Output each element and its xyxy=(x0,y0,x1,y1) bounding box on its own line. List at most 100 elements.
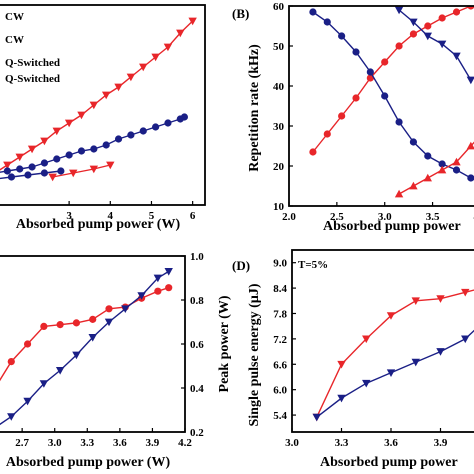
panel-D-ytick-label-4: 7.8 xyxy=(273,308,287,320)
panel-D-xtick-label-1: 3.3 xyxy=(335,437,349,449)
panel-A-series-0-point-16 xyxy=(188,17,197,26)
panel-B-series-1-point-3 xyxy=(352,48,360,56)
panel-C-series-1-point-9 xyxy=(137,292,146,300)
panel-D-series-1-point-3 xyxy=(386,369,396,377)
panel-D-ytick-label-2: 6.6 xyxy=(273,359,287,371)
panel-C-series-1-point-3 xyxy=(39,380,49,388)
panel-A-series-1-point-12 xyxy=(139,127,147,135)
panel-A-series-0-point-5 xyxy=(52,127,61,136)
panel-A-series-1-point-2 xyxy=(16,165,24,173)
panel-C-xtick-label-4: 3.9 xyxy=(146,437,160,449)
panel-D-xtick-label-0: 3.0 xyxy=(285,437,299,449)
panel-D-series-0-point-5 xyxy=(436,295,445,303)
panel-B-series-2-point-4 xyxy=(452,52,461,61)
panel-B-ytick-label-0: 10 xyxy=(273,201,285,213)
panel-D-series-0-line xyxy=(316,289,474,418)
panel-B-series-0-point-5 xyxy=(381,58,389,66)
panel-C-xtick-label-3: 3.6 xyxy=(113,437,127,449)
panel-A-series-1-point-5 xyxy=(53,155,61,163)
panel-C-series-1-point-5 xyxy=(72,351,81,360)
panel-B-series-1-point-9 xyxy=(438,160,446,168)
panel-B-xtick-label-3: 3.5 xyxy=(426,211,440,223)
panel-C-xtick-label-5: 4.2 xyxy=(178,437,192,449)
panel-C-series-1-point-11 xyxy=(164,268,173,276)
panel-A-series-1-point-11 xyxy=(127,131,135,139)
panel-C-xtick-label-1: 3.0 xyxy=(48,437,62,449)
panel-A-series-3-point-3 xyxy=(40,169,49,177)
panel-C-series-0-point-7 xyxy=(105,305,113,313)
panel-D-plot-area xyxy=(312,288,474,422)
panel-B-series-0-point-0 xyxy=(309,148,317,156)
panel-B-series-3-point-1 xyxy=(409,181,418,190)
panel-A-series-1-point-14 xyxy=(164,119,172,127)
panel-C-series-0-point-2 xyxy=(23,340,32,348)
panel-D-series-1-point-5 xyxy=(436,348,445,356)
panel-A-series-0-point-13 xyxy=(151,53,160,62)
panel-D-series-1-point-2 xyxy=(362,379,371,388)
panel-B-series-3-point-2 xyxy=(423,173,432,182)
panel-B-series-0-point-2 xyxy=(338,112,346,120)
panel-B-series-1-point-5 xyxy=(381,92,389,100)
panel-A-frame xyxy=(0,4,206,206)
panel-B-series-2-point-0 xyxy=(394,6,404,15)
panel-A-series-0-point-12 xyxy=(139,63,148,72)
panel-C-y2tick-label-4: 1.0 xyxy=(190,251,204,263)
panel-A-series-1-point-3 xyxy=(28,163,36,171)
panel-B-series-0-point-7 xyxy=(409,30,418,38)
panel-D-ytick-label-5: 8.4 xyxy=(273,283,287,295)
panel-D-label: (D) xyxy=(232,258,250,273)
panel-A-series-2-point-0 xyxy=(48,173,57,182)
panel-D-frame xyxy=(291,249,474,433)
panel-B-series-0-point-1 xyxy=(323,130,331,138)
panel-B-series-1-point-8 xyxy=(424,152,432,160)
panel-B-series-0-point-6 xyxy=(395,42,403,50)
panel-A-xtick-label-3: 6 xyxy=(190,210,196,222)
panel-A-series-1-point-13 xyxy=(151,123,160,131)
panel-C-series-0-point-5 xyxy=(72,319,81,327)
panel-A-series-2-line xyxy=(52,164,111,178)
panel-D-annotation: T=5% xyxy=(298,259,328,271)
panel-A-series-1-point-8 xyxy=(90,145,98,153)
panel-C-series-1-point-4 xyxy=(55,367,65,375)
panel-A-series-2-point-3 xyxy=(106,161,115,170)
panel-C-series-1-point-2 xyxy=(23,397,32,406)
panel-A-series-3-point-2 xyxy=(24,171,32,179)
panel-B-frame xyxy=(288,5,474,207)
panel-B-series-3-point-3 xyxy=(437,165,447,174)
panel-C-y2tick-label-0: 0.2 xyxy=(190,427,204,439)
panel-A-series-1-point-7 xyxy=(77,147,86,155)
panel-B-series-1-point-1 xyxy=(323,18,331,26)
panel-D-xlabel: Absorbed pump power xyxy=(320,455,458,470)
panel-B-series-3-point-0 xyxy=(394,189,404,198)
panel-B-series-0-line xyxy=(312,6,474,153)
panel-B-xtick-label-1: 2.5 xyxy=(330,211,344,223)
panel-D-series-0-point-2 xyxy=(362,335,371,344)
panel-A-xtick-label-1: 4 xyxy=(108,210,114,222)
panel-A-series-1-point-10 xyxy=(114,135,123,143)
panel-B-series-0-point-8 xyxy=(424,22,432,30)
panel-D-ylabel: Single pulse energy (µJ) xyxy=(247,283,262,426)
panel-C-series-0-point-1 xyxy=(7,358,15,366)
panel-C-y2tick-label-3: 0.8 xyxy=(190,295,204,307)
panel-D-series-1-line xyxy=(316,329,474,418)
panel-B-ytick-label-5: 60 xyxy=(273,1,285,13)
panel-D-xtick-label-2: 3.6 xyxy=(384,437,398,449)
panel-B-series-2-point-2 xyxy=(423,32,432,41)
panel-A-series-0-point-11 xyxy=(126,73,136,82)
panel-D-series-0-point-6 xyxy=(461,288,470,297)
panel-C-series-0-point-10 xyxy=(154,287,162,295)
panel-D-ytick-label-3: 7.2 xyxy=(273,334,287,346)
panel-A-series-0-point-6 xyxy=(64,119,74,128)
panel-B-series-2-point-1 xyxy=(409,18,418,27)
panel-B-series-0-point-10 xyxy=(452,8,461,16)
panel-A-series-2-point-1 xyxy=(69,169,78,178)
panel-D-series-1-point-6 xyxy=(461,335,470,344)
panel-D-xtick-label-3: 3.9 xyxy=(434,437,448,449)
panel-B-series-1-point-2 xyxy=(338,32,346,40)
panel-C-xtick-label-0: 2.7 xyxy=(15,437,29,449)
panel-B-ytick-label-4: 50 xyxy=(273,41,285,53)
panel-A-series-0-point-14 xyxy=(163,43,173,52)
panel-B-series-0-point-9 xyxy=(438,14,446,22)
panel-D-series-0-point-3 xyxy=(386,312,396,320)
panel-B-ytick-label-1: 20 xyxy=(273,161,285,173)
